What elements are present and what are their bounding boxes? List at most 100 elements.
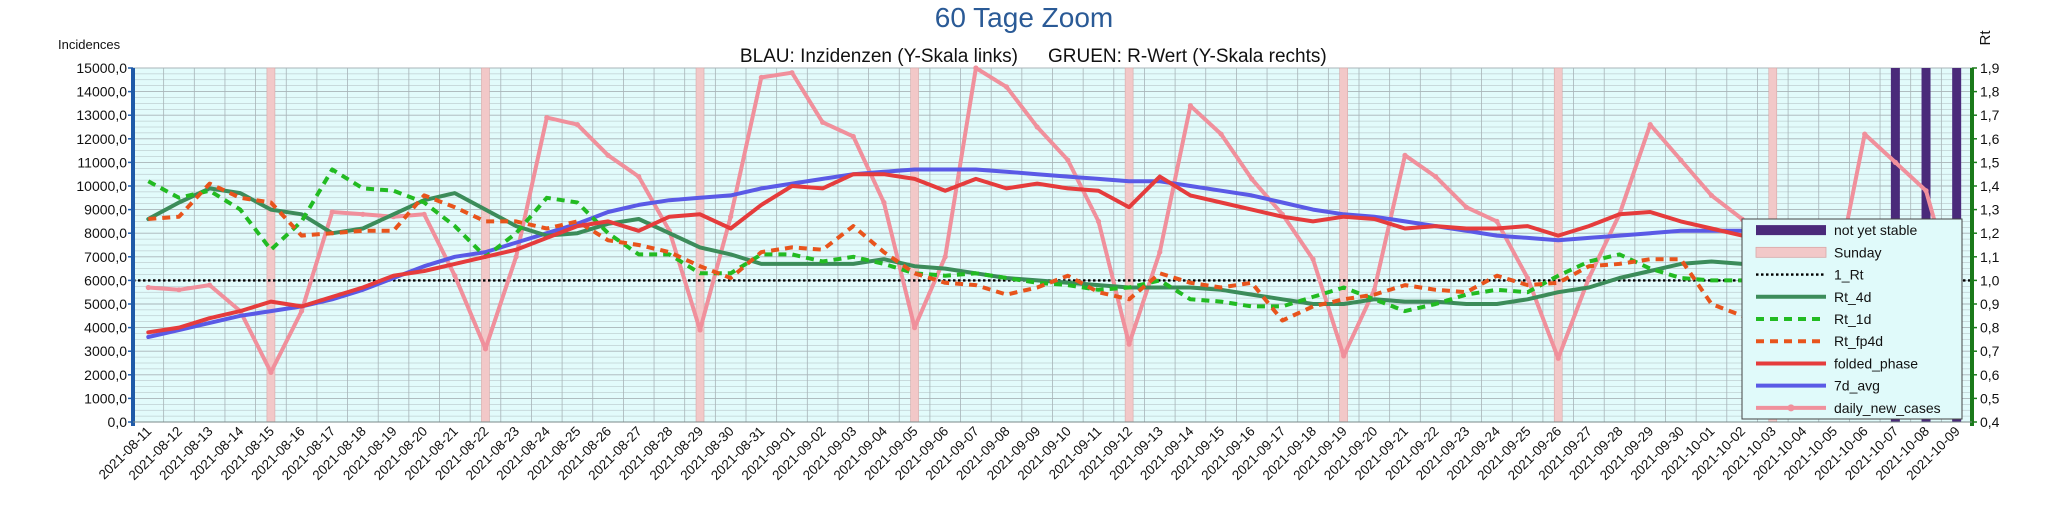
data-point-daily-new-cases [1586, 275, 1592, 281]
chart-subtitle-left: BLAU: Inzidenzen (Y-Skala links) [740, 46, 1018, 67]
data-point-daily-new-cases [1065, 157, 1071, 163]
data-point-daily-new-cases [1402, 152, 1408, 158]
y-tick-label-right: 0,4 [1980, 414, 2000, 430]
y-tick-label-left: 12000,0 [76, 131, 127, 147]
legend: not yet stable Sunday 1_Rt Rt_4d Rt_1d Rt_fp4… [1741, 218, 1963, 420]
y-tick-label-right: 1,1 [1980, 249, 2000, 265]
legend-label: Rt_fp4d [1834, 333, 1883, 349]
data-point-daily-new-cases [942, 254, 948, 260]
y-tick-label-right: 1,5 [1980, 154, 2000, 170]
legend-marker-daily-new-cases [1787, 404, 1795, 412]
series-line-7d-avg [146, 167, 1959, 339]
legend-label: daily_new_cases [1834, 400, 1941, 416]
data-point-daily-new-cases [1708, 192, 1715, 199]
data-point-daily-new-cases [636, 173, 642, 180]
sunday-band [910, 67, 919, 423]
data-point-daily-new-cases [513, 254, 519, 260]
y-tick-label-right: 1,7 [1980, 107, 2000, 123]
y-tick-label-right: 0,9 [1980, 296, 2000, 312]
chart-title: 60 Tage Zoom [935, 2, 1114, 33]
y-tick-label-right: 0,5 [1980, 390, 2000, 406]
y-tick-label-left: 14000,0 [76, 84, 127, 100]
data-point-daily-new-cases [1310, 256, 1316, 262]
y-tick-label-left: 3000,0 [84, 343, 127, 359]
series-line-Rt-fp4d [148, 181, 1958, 323]
y-tick-label-left: 10000,0 [76, 178, 127, 194]
data-point-daily-new-cases [1862, 131, 1868, 137]
data-point-daily-new-cases [1555, 355, 1561, 361]
y-tick-label-right: 1,2 [1980, 225, 2000, 241]
data-point-daily-new-cases [1524, 275, 1531, 281]
y-tick-label-left: 0,0 [108, 414, 128, 430]
data-point-daily-new-cases [1433, 173, 1439, 180]
data-point-daily-new-cases [145, 284, 151, 291]
data-point-daily-new-cases [268, 369, 274, 376]
y-tick-label-left: 2000,0 [84, 367, 127, 383]
y-tick-label-right: 1,3 [1980, 202, 2000, 218]
data-point-daily-new-cases [758, 74, 764, 81]
data-point-daily-new-cases [1034, 124, 1040, 130]
legend-label: folded_phase [1834, 355, 1918, 371]
y-tick-label-left: 8000,0 [84, 225, 127, 241]
sunday-band [1339, 67, 1348, 423]
data-point-daily-new-cases [789, 70, 795, 76]
legend-label: 1_Rt [1834, 267, 1864, 283]
y-axis-right-label: Rt [1977, 30, 1994, 46]
plot-area: 0,0 1000,0 2000,0 3000,0 4000,0 5000,0 6000,0 7… [76, 60, 1999, 483]
data-point-daily-new-cases [850, 133, 856, 140]
data-point-daily-new-cases [1647, 122, 1653, 128]
data-point-daily-new-cases [1126, 341, 1132, 347]
data-point-daily-new-cases [1463, 204, 1469, 210]
y-tick-label-left: 5000,0 [84, 296, 127, 312]
y-tick-label-left: 7000,0 [84, 249, 127, 265]
data-point-daily-new-cases [1371, 287, 1377, 293]
data-point-daily-new-cases [1218, 131, 1224, 137]
data-point-daily-new-cases [298, 308, 305, 314]
data-point-daily-new-cases [1341, 353, 1347, 359]
legend-swatch-sunday [1755, 246, 1827, 258]
data-point-daily-new-cases [881, 199, 887, 206]
data-point-daily-new-cases [1095, 218, 1102, 224]
y-tick-label-left: 1000,0 [84, 390, 127, 406]
sunday-band [1124, 67, 1134, 423]
y-axis-left-label: Incidences [58, 37, 121, 52]
data-point-daily-new-cases [697, 327, 703, 333]
y-tick-label-right: 1,4 [1980, 178, 2000, 194]
data-point-daily-new-cases [452, 273, 458, 279]
data-point-daily-new-cases [544, 114, 550, 121]
data-point-daily-new-cases [1003, 84, 1010, 90]
y-tick-label-right: 1,9 [1980, 60, 2000, 76]
data-point-daily-new-cases [574, 122, 581, 128]
y-tick-label-right: 0,8 [1980, 320, 2000, 336]
data-point-daily-new-cases [207, 282, 213, 288]
y-tick-label-left: 13000,0 [76, 107, 127, 123]
data-point-daily-new-cases [1494, 218, 1500, 224]
y-tick-label-left: 9000,0 [84, 202, 127, 218]
y-tick-label-right: 1,6 [1980, 131, 2000, 147]
data-point-daily-new-cases [1892, 159, 1898, 165]
data-point-daily-new-cases [1249, 176, 1255, 182]
legend-label: Rt_1d [1834, 311, 1871, 327]
data-point-daily-new-cases [911, 325, 918, 331]
y-tick-label-right: 1,8 [1980, 84, 2000, 100]
data-point-daily-new-cases [329, 209, 335, 215]
data-point-daily-new-cases [1923, 188, 1929, 194]
data-point-daily-new-cases [973, 65, 979, 71]
legend-label: Sunday [1834, 244, 1881, 260]
data-point-daily-new-cases [728, 214, 734, 220]
data-point-daily-new-cases [820, 119, 826, 125]
data-point-daily-new-cases [360, 211, 366, 217]
data-point-daily-new-cases [176, 287, 182, 293]
data-point-daily-new-cases [605, 152, 611, 158]
chart-subtitle-right: GRUEN: R-Wert (Y-Skala rechts) [1048, 46, 1327, 67]
data-point-daily-new-cases [1678, 157, 1684, 163]
legend-label: 7d_avg [1834, 378, 1880, 394]
sunday-band [481, 67, 490, 423]
legend-label: Rt_4d [1834, 289, 1871, 305]
y-tick-label-left: 15000,0 [76, 60, 127, 76]
data-point-daily-new-cases [1157, 249, 1163, 255]
series-line-folded-phase [146, 172, 1959, 335]
data-point-daily-new-cases [1187, 103, 1194, 109]
y-tick-label-left: 4000,0 [84, 320, 127, 336]
